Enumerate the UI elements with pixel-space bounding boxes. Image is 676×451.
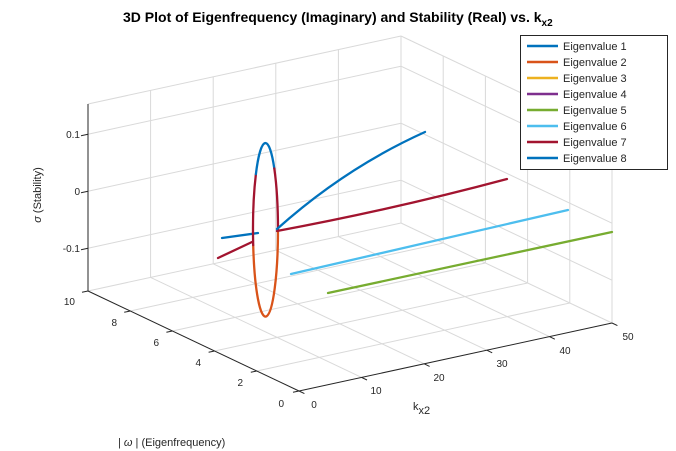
legend-label-eigenvalue-3: Eigenvalue 3 bbox=[563, 73, 627, 85]
sigma-tick-0: 0 bbox=[74, 187, 80, 198]
plot-title: 3D Plot of Eigenfrequency (Imaginary) an… bbox=[123, 9, 553, 29]
k-tick-30: 30 bbox=[496, 359, 508, 370]
legend-label-eigenvalue-5: Eigenvalue 5 bbox=[563, 105, 627, 117]
eigenvalue-7-lowk-segment bbox=[216, 240, 254, 260]
eigenvalue-5-line bbox=[326, 230, 614, 295]
legend-box bbox=[520, 35, 668, 170]
axis-lines bbox=[87, 104, 613, 392]
k-tick-labels: 0 10 20 30 40 50 bbox=[311, 332, 634, 411]
loop-right-arc-eigenvalue-7 bbox=[273, 167, 280, 232]
k-axis-line bbox=[298, 322, 613, 392]
omega-tick-8: 8 bbox=[111, 318, 117, 329]
eigenvalue-6-line bbox=[289, 208, 570, 276]
data-curves bbox=[216, 130, 614, 318]
sigma-tick-labels: 0.1 0 -0.1 bbox=[63, 130, 81, 255]
loop-top-arc-eigenvalue-8 bbox=[254, 141, 276, 176]
omega-tick-6: 6 bbox=[153, 338, 159, 349]
loop-left-arc-eigenvalue-7 bbox=[251, 172, 258, 247]
omega-tick-labels: 0 2 4 6 8 10 bbox=[64, 297, 285, 410]
legend-label-eigenvalue-8: Eigenvalue 8 bbox=[563, 153, 627, 165]
legend-label-eigenvalue-7: Eigenvalue 7 bbox=[563, 137, 627, 149]
legend-label-eigenvalue-6: Eigenvalue 6 bbox=[563, 121, 627, 133]
k-tick-10: 10 bbox=[370, 386, 382, 397]
k-tick-20: 20 bbox=[433, 373, 445, 384]
back-wall-grid bbox=[87, 49, 402, 278]
omega-axis-label: | ω | (Eigenfrequency) bbox=[118, 437, 225, 449]
eigenvalue-7-line bbox=[275, 177, 509, 233]
legend-label-eigenvalue-2: Eigenvalue 2 bbox=[563, 57, 627, 69]
omega-axis-line bbox=[87, 290, 300, 392]
axis-ticks bbox=[80, 133, 618, 395]
sigma-tick-0.1: 0.1 bbox=[66, 130, 80, 141]
legend: Eigenvalue 1 Eigenvalue 2 Eigenvalue 3 E… bbox=[520, 35, 668, 170]
sigma-tick-neg0.1: -0.1 bbox=[63, 244, 81, 255]
sigma-axis-label: σ (Stability) bbox=[32, 167, 44, 223]
k-axis-label: kx2 bbox=[413, 401, 430, 417]
legend-label-eigenvalue-4: Eigenvalue 4 bbox=[563, 89, 627, 101]
omega-tick-0: 0 bbox=[278, 399, 284, 410]
omega-tick-4: 4 bbox=[195, 358, 201, 369]
k-tick-0: 0 bbox=[311, 400, 317, 411]
k-tick-50: 50 bbox=[622, 332, 634, 343]
omega-tick-2: 2 bbox=[237, 378, 243, 389]
eigenvalue-1-line bbox=[275, 130, 427, 231]
omega-tick-10: 10 bbox=[64, 297, 76, 308]
loop-bottom-arc-eigenvalue-2 bbox=[252, 228, 280, 318]
k-tick-40: 40 bbox=[559, 346, 571, 357]
floor-grid bbox=[130, 236, 570, 378]
legend-label-eigenvalue-1: Eigenvalue 1 bbox=[563, 41, 627, 53]
